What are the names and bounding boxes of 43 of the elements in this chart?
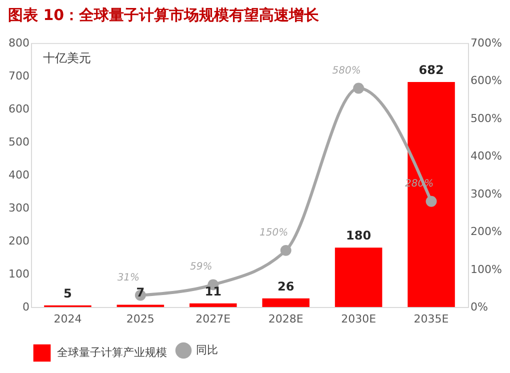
x-tick-label: 2025 bbox=[126, 312, 154, 326]
x-tick-label: 2027E bbox=[196, 312, 231, 326]
annotation: 十亿美元 bbox=[43, 51, 91, 65]
y-tick-label: 100 bbox=[8, 268, 30, 280]
y2-tick-label: 400% bbox=[470, 150, 502, 163]
data-label: 59% bbox=[190, 262, 212, 273]
bar bbox=[334, 248, 382, 307]
data-label: 7 bbox=[136, 286, 145, 300]
y-tick-label: 300 bbox=[8, 202, 30, 214]
y2-tick-label: 0% bbox=[470, 300, 488, 314]
data-label: 26 bbox=[278, 279, 294, 294]
y-tick-label: 500 bbox=[8, 136, 30, 148]
x-tick-label: 2035E bbox=[414, 312, 449, 326]
point bbox=[280, 244, 292, 256]
legend-label: 同比 bbox=[196, 344, 218, 356]
y-tick-label: 800 bbox=[8, 36, 30, 50]
y2-tick-label: 500% bbox=[470, 112, 502, 125]
chart-title: 图表 10：全球量子计算市场规模有望高速增长 bbox=[8, 6, 320, 24]
y-tick-label: 0 bbox=[22, 300, 30, 314]
legend-label: 全球量子计算产业规模 bbox=[57, 346, 167, 359]
y2-tick-label: 600% bbox=[470, 74, 502, 88]
y2-tick-label: 700% bbox=[470, 36, 502, 50]
point bbox=[353, 82, 364, 94]
y2-tick-label: 300% bbox=[470, 187, 502, 200]
y-tick-label: 400 bbox=[8, 168, 30, 182]
point bbox=[426, 196, 437, 207]
y-tick-label: 200 bbox=[8, 234, 30, 248]
data-label: 682 bbox=[418, 62, 444, 77]
data-label: 5 bbox=[64, 286, 72, 300]
y2-tick-label: 100% bbox=[470, 262, 502, 276]
data-label: 150% bbox=[260, 227, 288, 238]
data-label: 31% bbox=[117, 272, 140, 284]
data-label: 580% bbox=[332, 65, 361, 76]
bar bbox=[190, 303, 237, 307]
x-tick-label: 2030E bbox=[341, 312, 376, 326]
data-label: 180 bbox=[346, 228, 372, 243]
y-tick-label: 600 bbox=[8, 102, 30, 116]
y-tick-label: 700 bbox=[8, 70, 30, 82]
x-tick-label: 2028E bbox=[268, 312, 304, 326]
x-tick-label: 2024 bbox=[54, 312, 82, 326]
bar bbox=[262, 298, 310, 307]
data-label: 11 bbox=[204, 284, 222, 298]
y2-tick-label: 200% bbox=[470, 225, 502, 238]
